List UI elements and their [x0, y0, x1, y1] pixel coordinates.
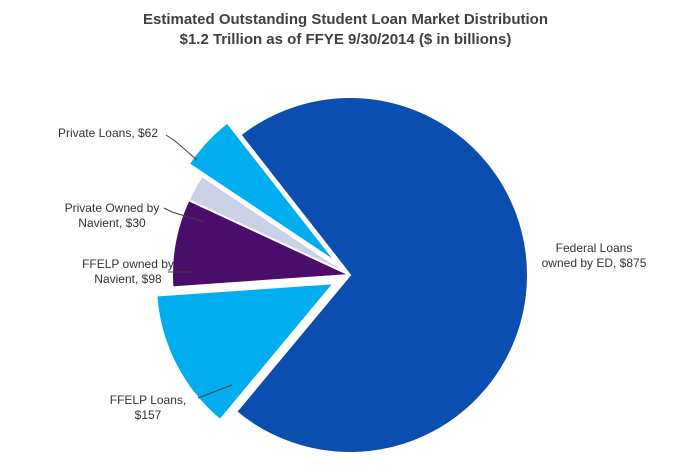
- chart-title: Estimated Outstanding Student Loan Marke…: [142, 11, 548, 28]
- pie-slice-2: [171, 198, 351, 289]
- slice-label-1: FFELP Loans, $157: [110, 393, 187, 422]
- slice-label-2: FFELP owned by Navient, $98: [82, 257, 174, 286]
- slice-label-0: Federal Loans owned by ED, $875: [542, 241, 647, 270]
- leader-line-3: [163, 207, 205, 223]
- pie-slice-1: [155, 282, 337, 422]
- chart-subtitle: $1.2 Trillion as of FFYE 9/30/2014 ($ in…: [179, 31, 512, 48]
- slice-label-4: Private Loans, $62: [58, 126, 158, 140]
- pie-slice-4: [187, 121, 338, 264]
- slice-label-3: Private Owned by Navient, $30: [65, 201, 160, 230]
- leader-line-1: [197, 384, 233, 399]
- pie-slice-3: [187, 174, 351, 276]
- leader-line-4: [165, 134, 198, 161]
- chart-title-block: Estimated Outstanding Student Loan Marke…: [0, 10, 691, 50]
- pie-slice-0: [234, 96, 529, 454]
